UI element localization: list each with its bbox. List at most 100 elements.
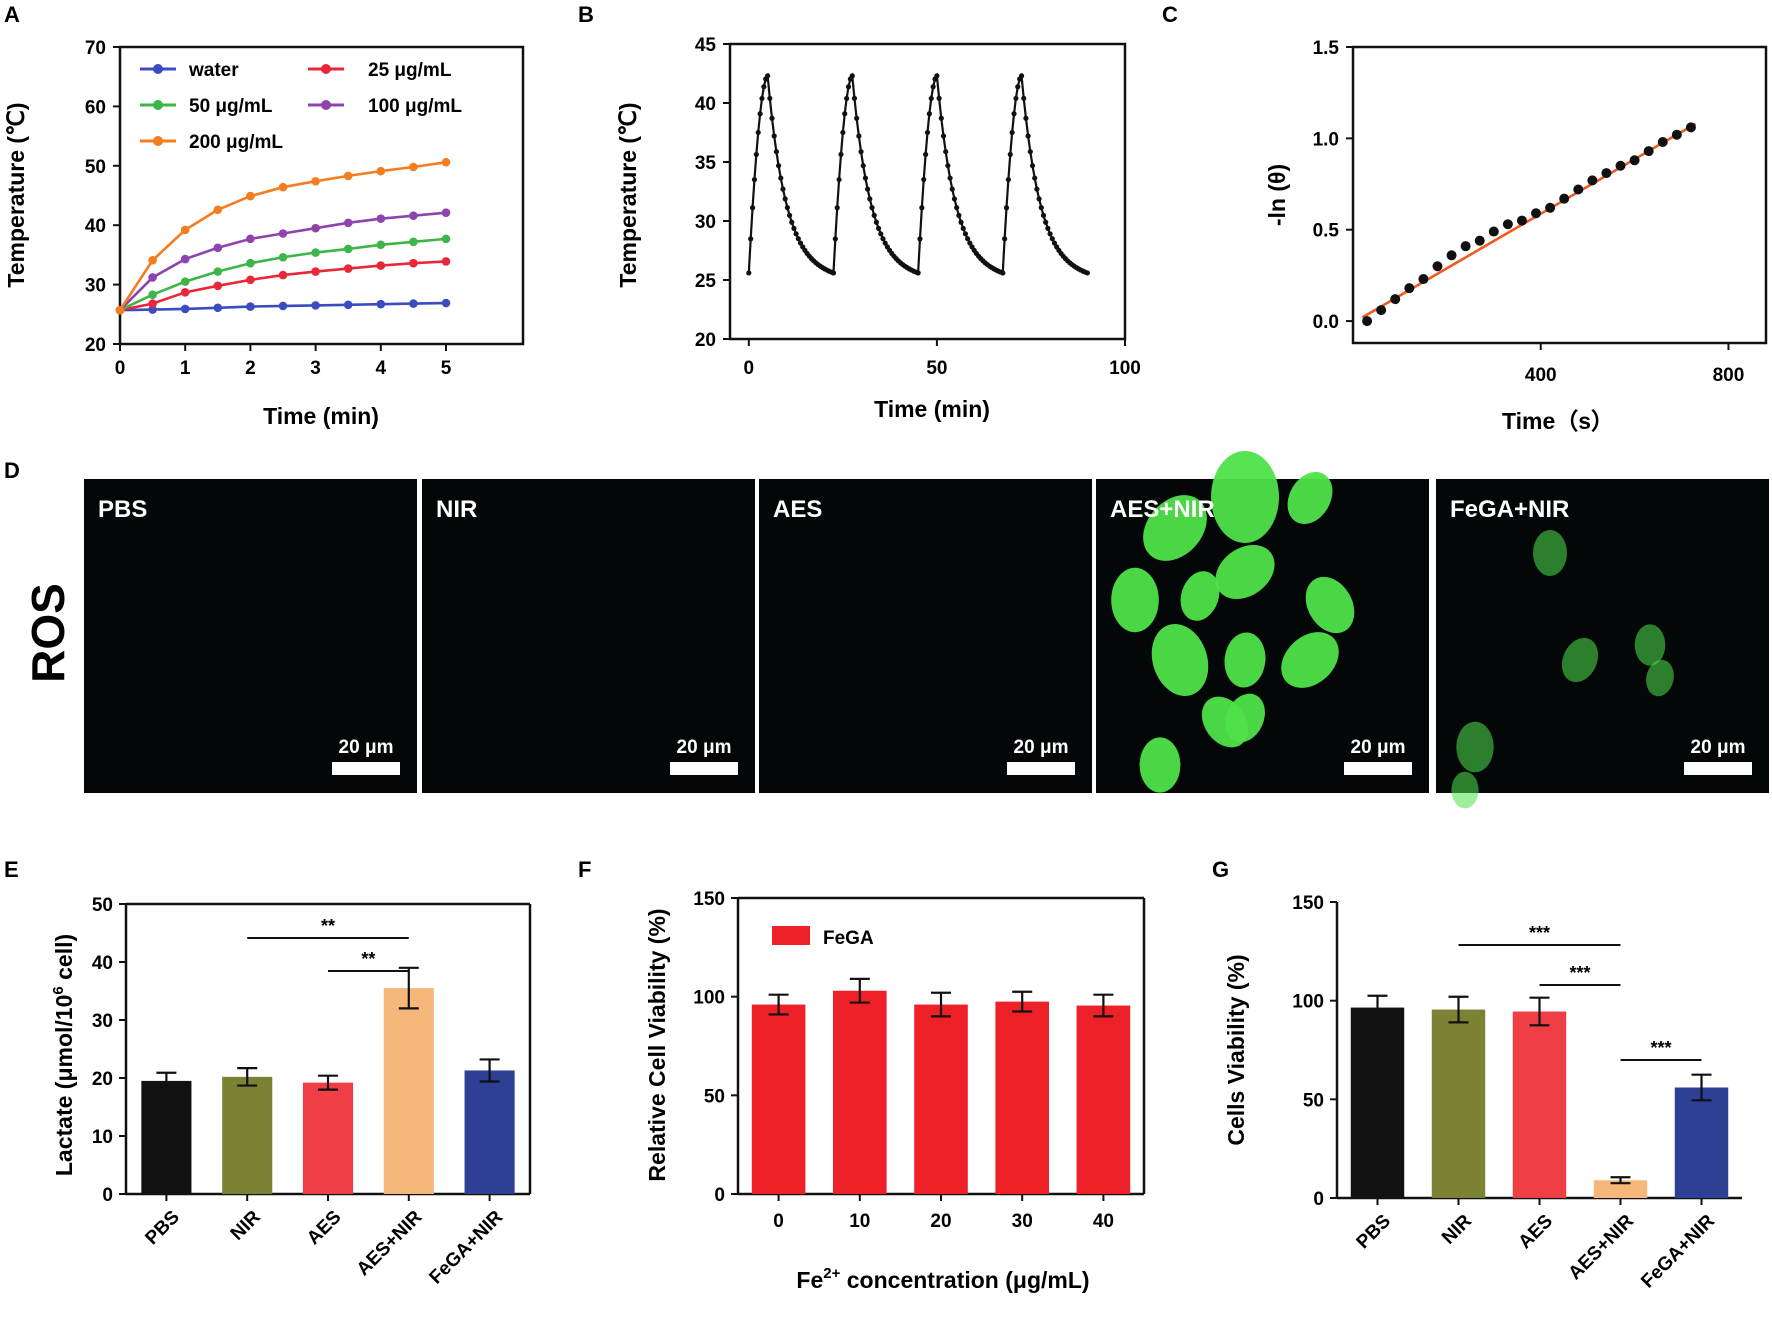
panel-a-point (441, 234, 451, 244)
panel-a-point (278, 229, 288, 238)
panel-b-point (923, 151, 929, 158)
panel-c-point (1573, 184, 1584, 195)
panel-a-point (376, 299, 386, 309)
panel-b-xlabel: Time (min) (874, 396, 990, 422)
panel-e-ylabel-sup: 6 (50, 986, 67, 994)
panel-b-point (962, 231, 969, 237)
fluorescence-title-0: PBS (98, 496, 147, 523)
panel-b-point (1002, 236, 1008, 242)
panel-b-point (960, 225, 966, 231)
fluorescence-title-1: NIR (436, 496, 477, 523)
panel-a-xlabel: Time (min) (263, 403, 379, 429)
panel-b-ylabel: Temperature (℃) (615, 102, 641, 287)
panel-a-point (278, 301, 288, 311)
panel-c-point (1587, 175, 1598, 186)
panel-g-bar (1512, 1011, 1567, 1198)
cell-3 (1305, 576, 1355, 634)
panel-c-point (1545, 202, 1556, 213)
panel-b-ytick-label: 45 (695, 35, 717, 56)
panel-c-xlabel: Time（s） (1502, 408, 1614, 434)
panel-a-point (246, 191, 255, 201)
panel-b-point (862, 175, 869, 181)
panel-b-point (761, 84, 767, 90)
panel-a-point (343, 244, 353, 254)
panel-b-point (767, 95, 773, 101)
panel-b-point (945, 163, 951, 169)
panel-b-point (844, 95, 850, 102)
panel-e-ytick-label: 0 (102, 1185, 113, 1206)
panel-b-point (915, 270, 921, 276)
panel-a: A 20 30 40 50 60 70 0 1 2 3 4 5 Temperature (℃) Tim… (3, 2, 525, 429)
cell-4 (1634, 624, 1666, 666)
panel-g-ytick-label: 150 (1292, 893, 1324, 914)
panel-g-bar (1350, 1007, 1405, 1198)
panel-g-xtick-label: AES+NIR (1565, 1210, 1639, 1284)
cell-3 (1201, 696, 1249, 748)
panel-b-point (856, 133, 862, 139)
panel-c-point (1404, 283, 1415, 294)
panel-f-xtick-label: 0 (773, 1211, 784, 1232)
panel-e-xtick-label: PBS (141, 1207, 183, 1249)
panel-b-point (851, 95, 858, 101)
panel-f-legend-swatch (772, 926, 810, 945)
panel-b-point (934, 73, 940, 79)
panel-b-point (842, 111, 848, 117)
panel-f-bars (751, 977, 1131, 1194)
panel-a-point (278, 270, 288, 280)
panel-e-ytick-label: 20 (92, 1069, 113, 1090)
panel-c-point (1460, 241, 1471, 252)
panel-g-xtick-label: NIR (1438, 1210, 1476, 1248)
panel-e-letter: E (4, 857, 19, 882)
panel-e-ytick-label: 10 (92, 1127, 113, 1148)
cell-4 (1561, 637, 1599, 683)
panel-e-xtick-label: FeGA+NIR (425, 1206, 507, 1288)
fluorescence-image-0 (84, 479, 417, 793)
panel-b-point (926, 111, 932, 117)
panel-e-bar (464, 1070, 515, 1194)
panel-c-point (1474, 235, 1485, 246)
panel-a-point (311, 248, 320, 257)
panel-b-point (936, 95, 942, 101)
panel-c-point (1657, 137, 1668, 148)
panel-e: E 0 10 20 30 40 50 PBS NIR AES AES+NIR FeGA+NIR **… (4, 857, 532, 1288)
panel-c-point (1362, 316, 1373, 327)
panel-f-ytick-label: 100 (693, 988, 725, 1009)
panel-a-point (343, 300, 353, 310)
panel-a-point (180, 304, 190, 314)
panel-b-point (757, 111, 763, 117)
panel-e-ytick-label: 40 (92, 953, 113, 974)
panel-f-axes: 0 50 100 150 0 10 20 30 40 (693, 889, 1146, 1232)
panel-b-xtick-label: 50 (926, 358, 947, 379)
panel-g-letter: G (1212, 857, 1229, 882)
panel-g-xtick-label: PBS (1353, 1211, 1395, 1253)
panel-f: F 0 50 100 150 0 10 20 30 40 Relative Cell Viabi… (578, 857, 1146, 1293)
panel-a-point (441, 298, 451, 308)
panel-a-xtick-label: 2 (245, 358, 256, 379)
cell-4 (1533, 530, 1567, 576)
panel-b-point (1045, 225, 1051, 231)
scale-bar-label-4: 20 μm (1691, 737, 1746, 758)
cell-3 (1215, 545, 1275, 599)
panel-c-axes: 0.0 0.5 1.0 1.5 400 800 (1313, 38, 1745, 386)
scale-bar-2 (1007, 762, 1075, 775)
panel-b-point (930, 84, 936, 90)
panel-a-xtick-label: 4 (376, 358, 387, 379)
panel-b-point (943, 149, 949, 155)
panel-b-point (1003, 205, 1010, 211)
panel-b-point (940, 133, 947, 139)
panel-c-ytick-label: 1.0 (1313, 129, 1339, 150)
panel-g-bars: *** *** *** (1350, 923, 1729, 1198)
panel-a-point (409, 258, 418, 268)
panel-b-xtick-label: 0 (744, 358, 755, 379)
panel-a-point (441, 157, 451, 167)
panel-b-point (751, 176, 758, 183)
panel-f-ytick-label: 150 (693, 889, 725, 910)
panel-b-point (954, 205, 960, 211)
legend-50-label: 50 μg/mL (189, 96, 273, 117)
panel-f-xlabel-end: concentration (μg/mL) (840, 1267, 1089, 1293)
panel-c-point (1615, 160, 1626, 171)
panel-c-ytick-label: 0.5 (1313, 221, 1340, 242)
cell-4 (1646, 659, 1674, 697)
fluorescence-title-4: FeGA+NIR (1450, 496, 1569, 523)
panel-b-point (1032, 175, 1038, 181)
